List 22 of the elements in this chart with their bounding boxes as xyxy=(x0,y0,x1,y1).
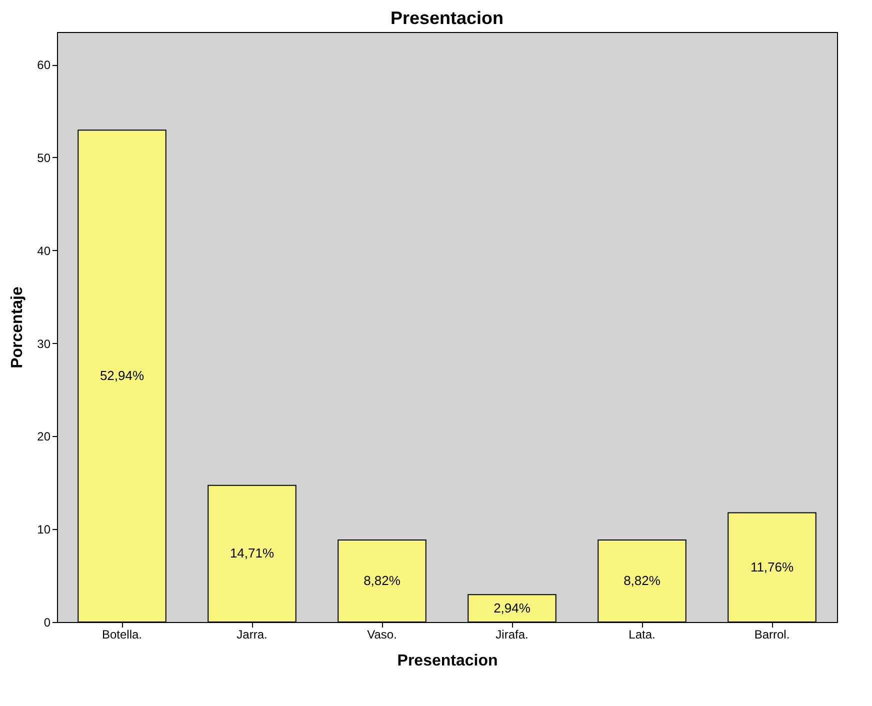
y-tick-label: 50 xyxy=(37,150,51,165)
y-tick-label: 0 xyxy=(44,616,51,630)
data-label: 2,94% xyxy=(494,600,531,616)
y-tick-label: 20 xyxy=(37,430,51,444)
x-axis-title: Presentacion xyxy=(397,652,498,670)
x-tick-label: Lata. xyxy=(628,628,656,642)
y-axis-title: Porcentaje xyxy=(9,286,26,368)
y-tick-label: 60 xyxy=(37,58,51,72)
x-tick-label: Jarra. xyxy=(236,628,268,642)
x-tick-label: Jirafa. xyxy=(496,628,528,642)
x-tick-label: Vaso. xyxy=(367,628,397,642)
data-label: 11,76% xyxy=(750,559,794,574)
x-tick-label: Botella. xyxy=(102,628,142,642)
y-tick-label: 40 xyxy=(37,244,51,258)
chart-title: Presentacion xyxy=(390,8,504,28)
data-label: 52,94% xyxy=(100,368,144,384)
data-label: 8,82% xyxy=(624,573,661,588)
x-tick-label: Barrol. xyxy=(754,628,790,642)
y-tick-label: 10 xyxy=(37,522,51,537)
data-label: 14,71% xyxy=(230,546,274,561)
data-label: 8,82% xyxy=(364,573,401,588)
y-tick-label: 30 xyxy=(37,336,51,351)
